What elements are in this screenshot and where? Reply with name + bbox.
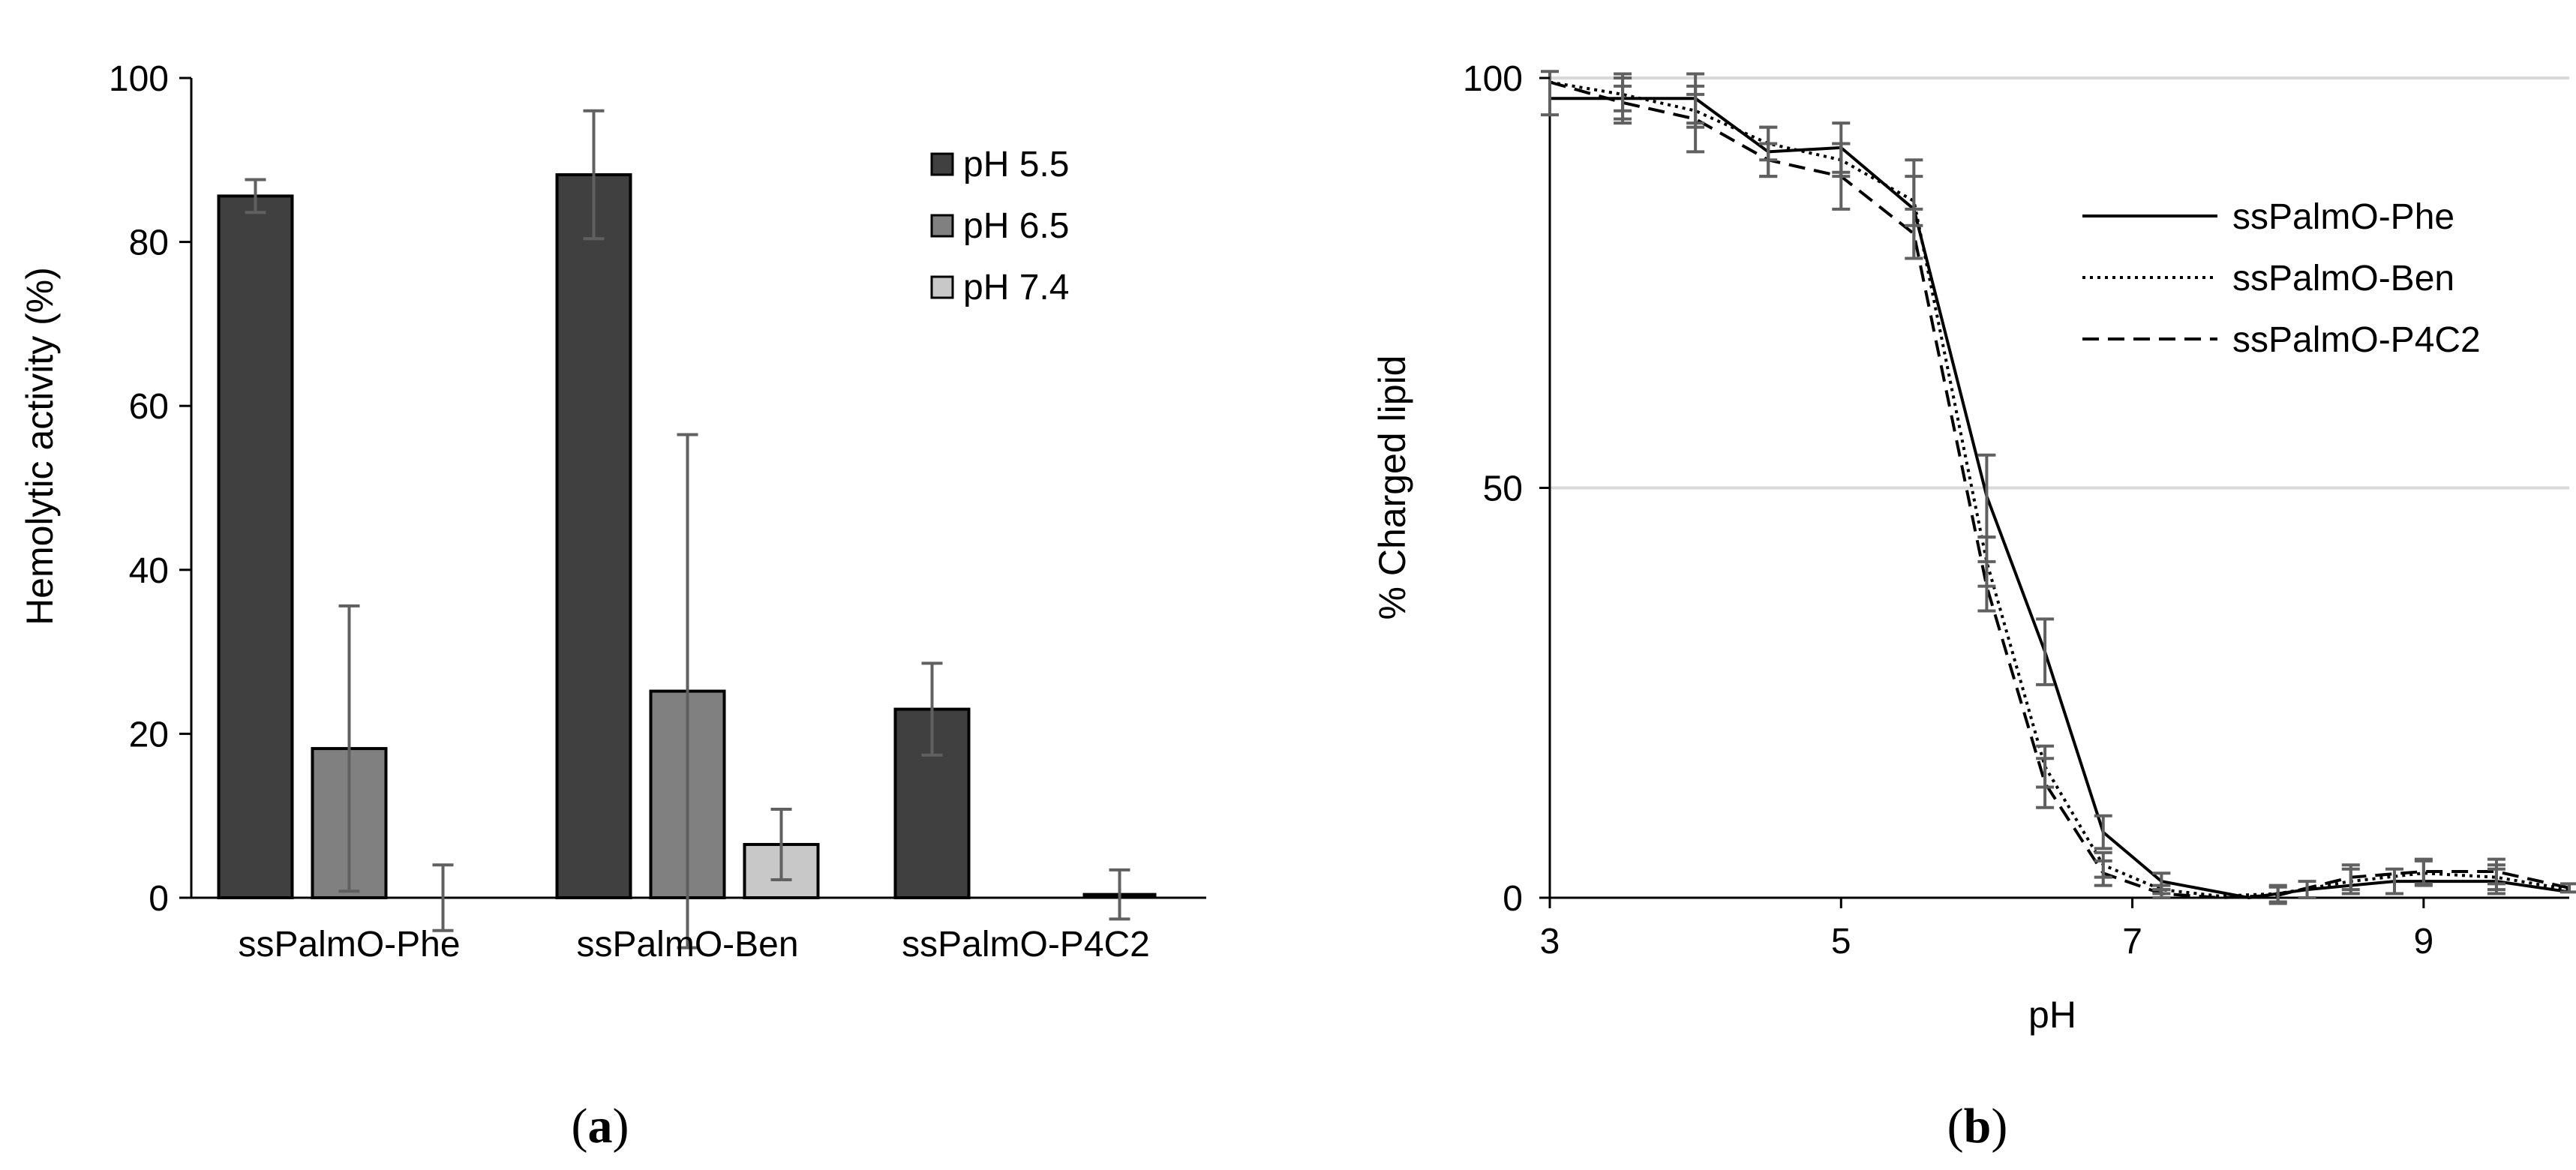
a-x-tick-label-sspalmo-phe: ssPalmO-Phe [238, 925, 460, 964]
line-sspalmo-p4c2 [1549, 80, 2570, 900]
error-bar-sspalmo-p4c2-2 [1686, 84, 1705, 154]
error-bar-sspalmo-p4c2-3 [1759, 142, 1778, 178]
error-bar-sspalmo-ben-ph-6-5 [677, 433, 698, 950]
a-y-tick-label-80: 80 [129, 224, 169, 263]
legend-label-ph-5-5: pH 5.5 [963, 145, 1069, 184]
b-y-tick-label-50: 50 [1483, 470, 1523, 509]
error-bar-sspalmo-phe-ph-6-5 [338, 604, 360, 893]
chart-b: % Charged lipid pH 0 50 100 3 5 7 9 ssPalmO-P… [1371, 59, 2576, 1154]
b-y-tick-label-100: 100 [1463, 59, 1523, 99]
error-bar-sspalmo-phe-11 [2298, 880, 2316, 899]
error-bar-sspalmo-phe-8 [2094, 814, 2112, 850]
legend-swatch-ph-5-5 [930, 152, 954, 176]
b-y-tick-label-0: 0 [1503, 879, 1523, 919]
b-y-axis-label: % Charged lipid [1371, 356, 1413, 620]
error-bar-sspalmo-p4c2-1 [1614, 84, 1632, 121]
a-y-tick-label-100: 100 [109, 59, 169, 99]
error-bar-sspalmo-phe-12 [2385, 867, 2404, 896]
b-x-tick-label-5: 5 [1831, 922, 1851, 962]
error-bar-sspalmo-phe-ph-5-5 [245, 178, 266, 214]
b-panel-label: (b) [1947, 1099, 2008, 1154]
legend-swatch-ph-6-5 [930, 214, 954, 238]
a-x-tick-label-sspalmo-ben: ssPalmO-Ben [576, 925, 798, 964]
error-bar-sspalmo-p4c2-4 [1832, 142, 1851, 211]
a-y-tick-label-0: 0 [149, 879, 169, 919]
a-y-tick-label-40: 40 [129, 551, 169, 591]
b-x-tick-label-9: 9 [2414, 922, 2434, 962]
legend-label-sspalmo-p4c2: ssPalmO-P4C2 [2232, 320, 2481, 360]
error-bar-sspalmo-p4c2-ph-7-4 [1109, 868, 1130, 921]
error-bar-sspalmo-p4c2-13 [2414, 857, 2433, 886]
error-bar-sspalmo-ben-ph-7-4 [770, 807, 792, 881]
a-y-axis-label: Hemolytic activity (%) [19, 267, 61, 626]
legend-label-ph-7-4: pH 7.4 [963, 268, 1069, 308]
error-bar-sspalmo-p4c2-11 [2268, 885, 2287, 905]
error-bar-sspalmo-p4c2-6 [1977, 560, 1996, 613]
error-bar-sspalmo-p4c2-8 [2094, 859, 2112, 887]
chart-a: Hemolytic activity (%) 0 20 40 60 80 100 ssPa… [19, 59, 1206, 1154]
legend-label-sspalmo-phe: ssPalmO-Phe [2232, 197, 2454, 237]
error-bar-sspalmo-p4c2-5 [1905, 207, 1923, 260]
bar-sspalmo-ben-ph-5-5 [555, 172, 632, 899]
legend-label-sspalmo-ben: ssPalmO-Ben [2232, 259, 2454, 298]
error-bar-sspalmo-phe-7 [2036, 617, 2055, 686]
error-bar-sspalmo-ben-ph-5-5 [583, 109, 605, 241]
error-bar-sspalmo-p4c2-12 [2341, 863, 2360, 892]
b-x-axis-label: pH [2028, 994, 2076, 1036]
legend-label-ph-6-5: pH 6.5 [963, 206, 1069, 246]
a-y-tick-label-60: 60 [129, 387, 169, 427]
error-bar-sspalmo-p4c2-15 [2560, 882, 2576, 894]
a-x-tick-label-sspalmo-p4c2: ssPalmO-P4C2 [902, 925, 1150, 964]
error-bar-sspalmo-p4c2-ph-5-5 [921, 662, 943, 757]
a-panel-label: (a) [572, 1099, 629, 1154]
b-x-tick-label-7: 7 [2122, 922, 2142, 962]
legend-swatch-ph-7-4 [930, 275, 954, 299]
bar-sspalmo-phe-ph-5-5 [217, 194, 294, 899]
b-x-tick-label-3: 3 [1540, 922, 1560, 962]
error-bar-sspalmo-p4c2-14 [2487, 857, 2505, 886]
a-y-tick-label-20: 20 [129, 715, 169, 754]
error-bar-sspalmo-p4c2-9 [2152, 888, 2171, 899]
error-bar-sspalmo-p4c2-7 [2036, 757, 2055, 809]
error-bar-sspalmo-phe-ph-7-4 [432, 863, 454, 932]
line-sspalmo-ben [1549, 80, 2570, 898]
